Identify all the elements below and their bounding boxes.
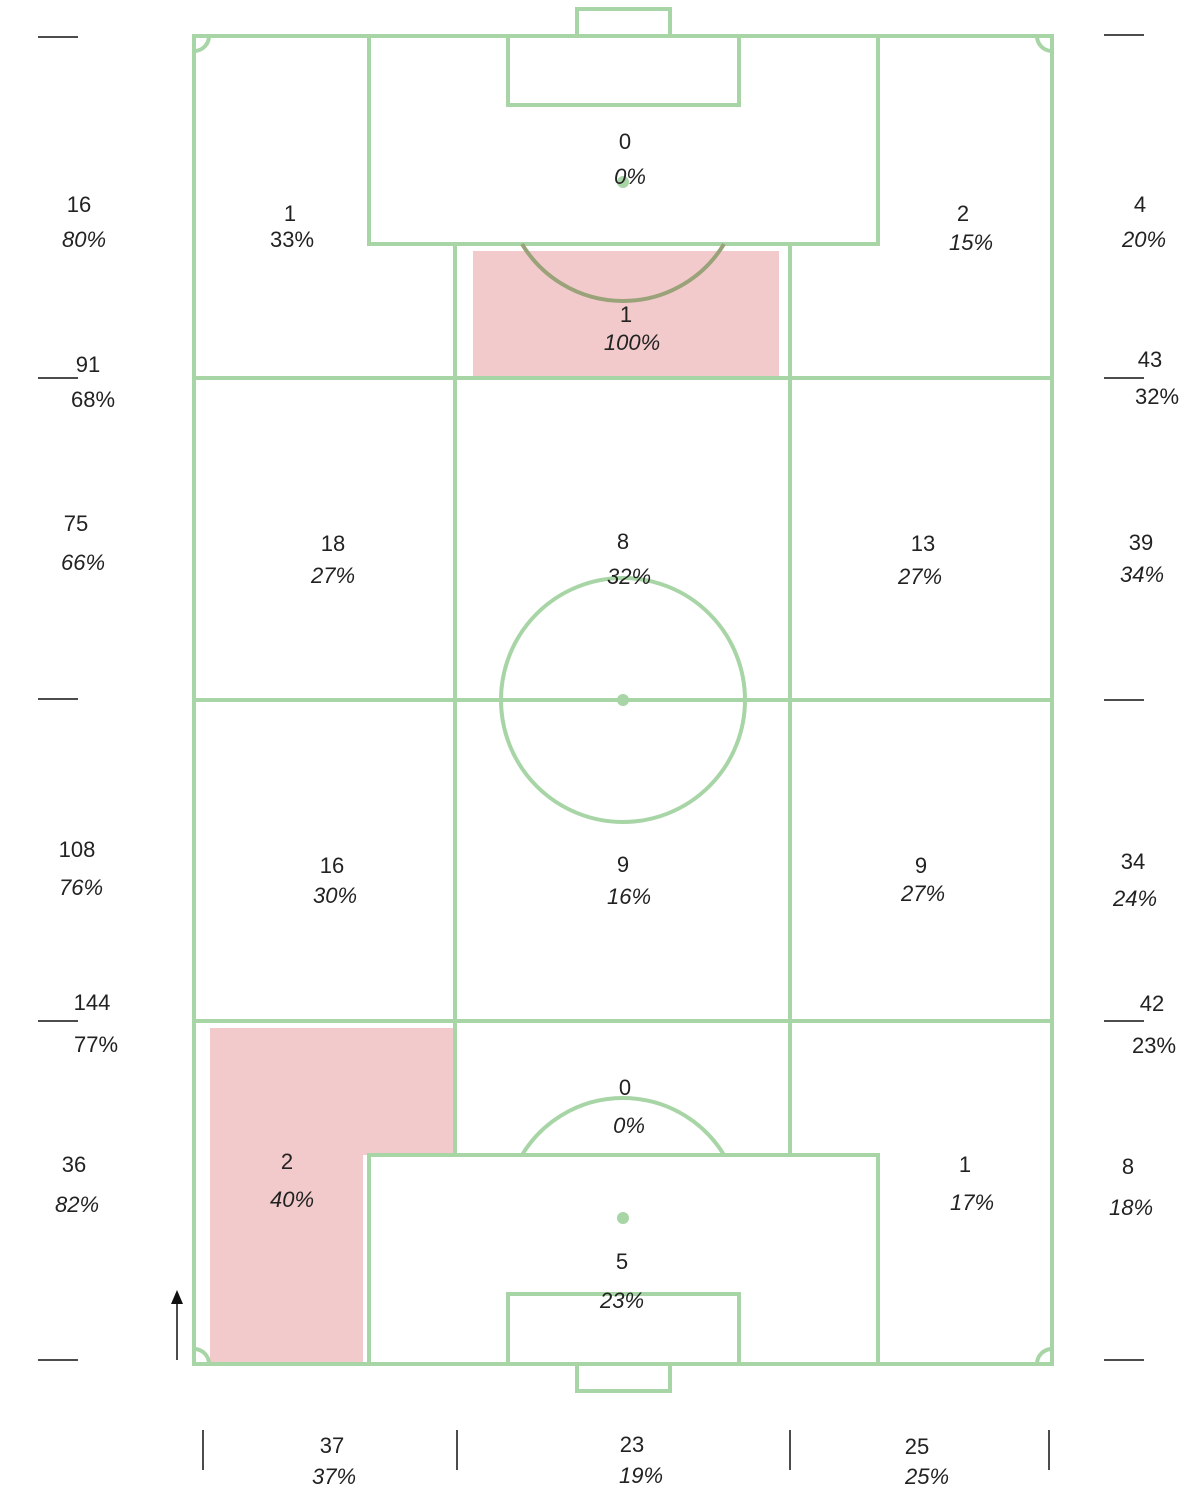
percent-label: 33%: [270, 227, 314, 252]
count-label: 9: [915, 853, 927, 878]
percent-label: 25%: [904, 1464, 949, 1489]
percent-label: 77%: [74, 1032, 118, 1057]
percent-label: 34%: [1120, 562, 1164, 587]
count-label: 34: [1121, 849, 1145, 874]
percent-label: 32%: [1135, 384, 1179, 409]
penalty-arc: [520, 242, 726, 303]
percent-label: 40%: [270, 1187, 314, 1212]
percent-label: 17%: [950, 1190, 994, 1215]
count-label: 25: [905, 1434, 929, 1459]
percent-label: 37%: [312, 1464, 356, 1489]
dividers: [38, 34, 1144, 1470]
count-label: 43: [1138, 347, 1162, 372]
percent-label: 0%: [614, 164, 646, 189]
highlight-zone: [210, 1028, 453, 1364]
percent-label: 32%: [607, 564, 651, 589]
direction-arrow-head: [171, 1290, 183, 1304]
count-label: 9: [617, 852, 629, 877]
percent-label: 100%: [604, 330, 660, 355]
percent-label: 27%: [900, 881, 945, 906]
labels: 133%00%1100%215%1827%832%1327%1630%916%9…: [55, 129, 1179, 1489]
goal: [575, 7, 672, 38]
six-yard-box: [506, 34, 741, 107]
percent-label: 16%: [607, 884, 651, 909]
count-label: 36: [62, 1152, 86, 1177]
percent-label: 19%: [619, 1463, 663, 1488]
penalty-arc: [520, 1096, 726, 1157]
count-label: 2: [281, 1149, 293, 1174]
percent-label: 0%: [613, 1113, 645, 1138]
count-label: 5: [616, 1249, 628, 1274]
count-label: 108: [59, 837, 96, 862]
percent-label: 66%: [61, 550, 105, 575]
highlight-zone: [473, 251, 779, 378]
percent-label: 76%: [59, 875, 103, 900]
percent-label: 23%: [599, 1288, 644, 1313]
count-label: 23: [620, 1432, 644, 1457]
count-label: 1: [620, 302, 632, 327]
count-label: 18: [321, 531, 345, 556]
penalty-spot: [617, 1212, 629, 1224]
count-label: 1: [284, 201, 296, 226]
corner-arc: [1035, 35, 1053, 53]
count-label: 2: [957, 201, 969, 226]
count-label: 0: [619, 1075, 631, 1100]
count-label: 0: [619, 129, 631, 154]
percent-label: 20%: [1121, 227, 1166, 252]
percent-label: 82%: [55, 1192, 99, 1217]
count-label: 16: [67, 192, 91, 217]
count-label: 16: [320, 853, 344, 878]
count-label: 37: [320, 1433, 344, 1458]
corner-arc: [193, 35, 211, 53]
percent-label: 15%: [949, 230, 993, 255]
center-circle: [499, 576, 747, 824]
percent-label: 30%: [313, 883, 357, 908]
count-label: 39: [1129, 530, 1153, 555]
percent-label: 80%: [62, 227, 106, 252]
goal: [575, 1362, 672, 1393]
corner-arc: [1035, 1347, 1053, 1365]
percent-label: 24%: [1112, 886, 1157, 911]
percent-label: 27%: [310, 563, 355, 588]
percent-label: 18%: [1109, 1195, 1153, 1220]
count-label: 13: [911, 531, 935, 556]
count-label: 8: [1122, 1154, 1134, 1179]
center-spot: [617, 694, 629, 706]
pitch-lines: [192, 7, 1054, 1393]
percent-label: 27%: [897, 564, 942, 589]
count-label: 42: [1140, 991, 1164, 1016]
count-label: 91: [76, 352, 100, 377]
percent-label: 68%: [71, 387, 115, 412]
count-label: 8: [617, 529, 629, 554]
count-label: 1: [959, 1152, 971, 1177]
count-label: 144: [74, 990, 111, 1015]
count-label: 75: [64, 511, 88, 536]
percent-label: 23%: [1132, 1033, 1176, 1058]
corner-arc: [193, 1347, 211, 1365]
penalty-spot: [617, 176, 629, 188]
count-label: 4: [1134, 192, 1146, 217]
highlights: [210, 251, 779, 1364]
